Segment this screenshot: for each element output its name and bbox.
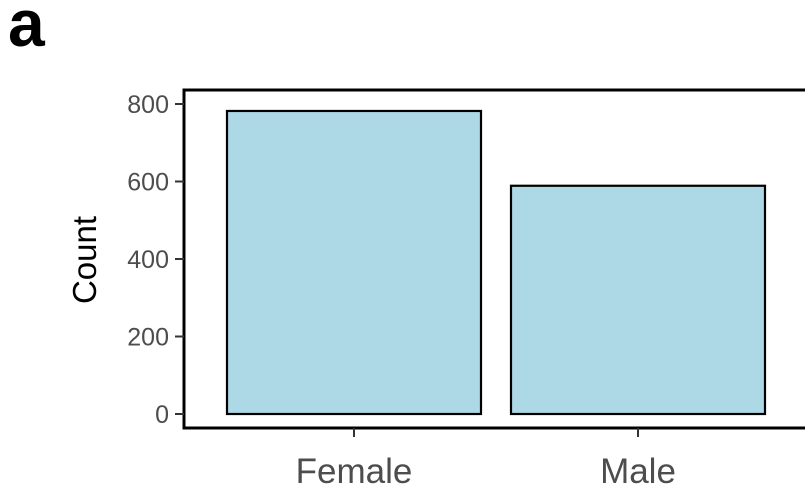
y-axis: 0 200 400 600 800	[127, 91, 184, 429]
x-tick-label: Male	[600, 452, 676, 491]
y-tick-label: 0	[155, 401, 169, 429]
y-tick-label: 200	[127, 324, 169, 352]
y-tick-label: 400	[127, 246, 169, 274]
y-axis-title: Count	[66, 216, 103, 304]
bar-female	[225, 109, 483, 416]
x-axis: Female Male	[296, 428, 676, 491]
x-tick-label: Female	[296, 452, 413, 491]
bar-male	[509, 184, 767, 416]
bars-group	[225, 109, 767, 416]
y-tick-label: 600	[127, 169, 169, 197]
panel-label: a	[8, 0, 45, 60]
y-tick-label: 800	[127, 91, 169, 119]
